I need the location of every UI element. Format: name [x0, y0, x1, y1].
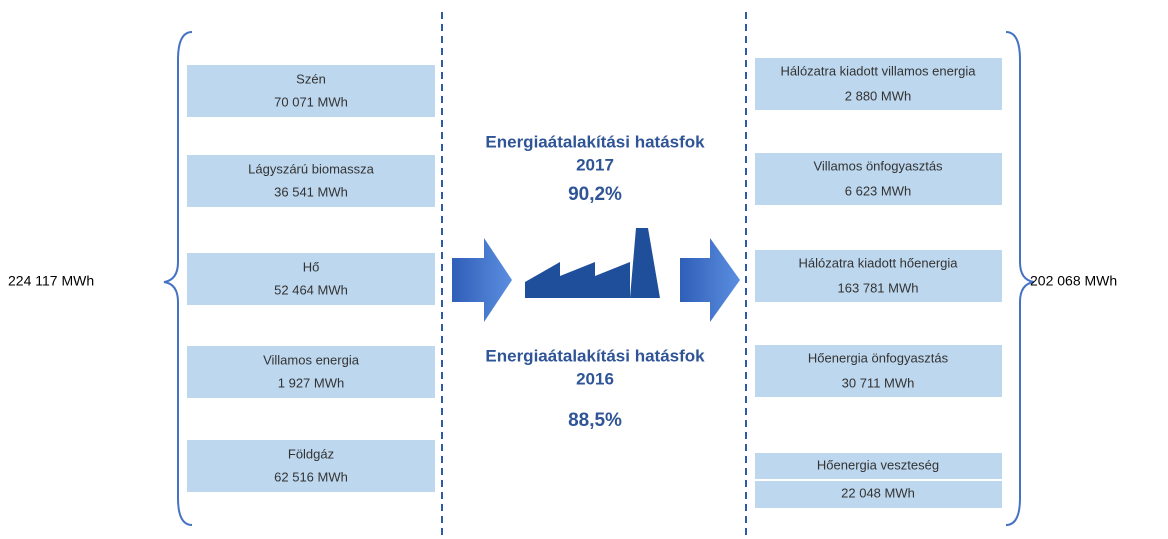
output-value: 2 880 MWh — [845, 88, 911, 103]
efficiency-label: Energiaátalakítási hatásfok — [485, 346, 705, 365]
source-value: 1 927 MWh — [278, 375, 344, 390]
source-label: Földgáz — [288, 446, 334, 461]
source-box — [187, 253, 435, 305]
output-value: 22 048 MWh — [841, 485, 915, 500]
output-label: Hőenergia veszteség — [817, 457, 939, 472]
output-label: Villamos önfogyasztás — [813, 158, 943, 173]
chimney — [630, 228, 660, 298]
efficiency-value: 90,2% — [568, 184, 622, 205]
brace — [1005, 31, 1035, 526]
source-value: 36 541 MWh — [274, 184, 348, 199]
source-value: 62 516 MWh — [274, 469, 348, 484]
source-box — [187, 155, 435, 207]
source-value: 70 071 MWh — [274, 94, 348, 109]
source-value: 52 464 MWh — [274, 282, 348, 297]
output-label: Hőenergia önfogyasztás — [808, 350, 949, 365]
arrow — [680, 238, 740, 322]
efficiency-label: Energiaátalakítási hatásfok — [485, 132, 705, 151]
factory — [525, 262, 630, 298]
output-box — [755, 453, 1002, 479]
efficiency-year: 2016 — [576, 369, 614, 388]
output-box — [755, 345, 1002, 397]
source-label: Lágyszárú biomassza — [248, 161, 374, 176]
right-total: 202 068 MWh — [1030, 273, 1117, 289]
output-label: Hálózatra kiadott hőenergia — [799, 255, 959, 270]
left-total: 224 117 MWh — [8, 273, 94, 289]
source-box — [187, 440, 435, 492]
output-box — [755, 153, 1002, 205]
efficiency-year: 2017 — [576, 155, 614, 174]
source-box — [187, 65, 435, 117]
source-label: Hő — [303, 259, 320, 274]
brace — [163, 31, 193, 526]
output-value: 30 711 MWh — [842, 375, 915, 390]
arrow — [452, 238, 512, 322]
efficiency-value: 88,5% — [568, 410, 622, 431]
output-value: 6 623 MWh — [845, 183, 911, 198]
source-label: Szén — [296, 71, 326, 86]
source-box — [187, 346, 435, 398]
output-box — [755, 250, 1002, 302]
output-value: 163 781 MWh — [838, 280, 919, 295]
output-box — [755, 481, 1002, 508]
output-box — [755, 58, 1002, 110]
source-label: Villamos energia — [263, 352, 360, 367]
output-label: Hálózatra kiadott villamos energia — [780, 63, 976, 78]
